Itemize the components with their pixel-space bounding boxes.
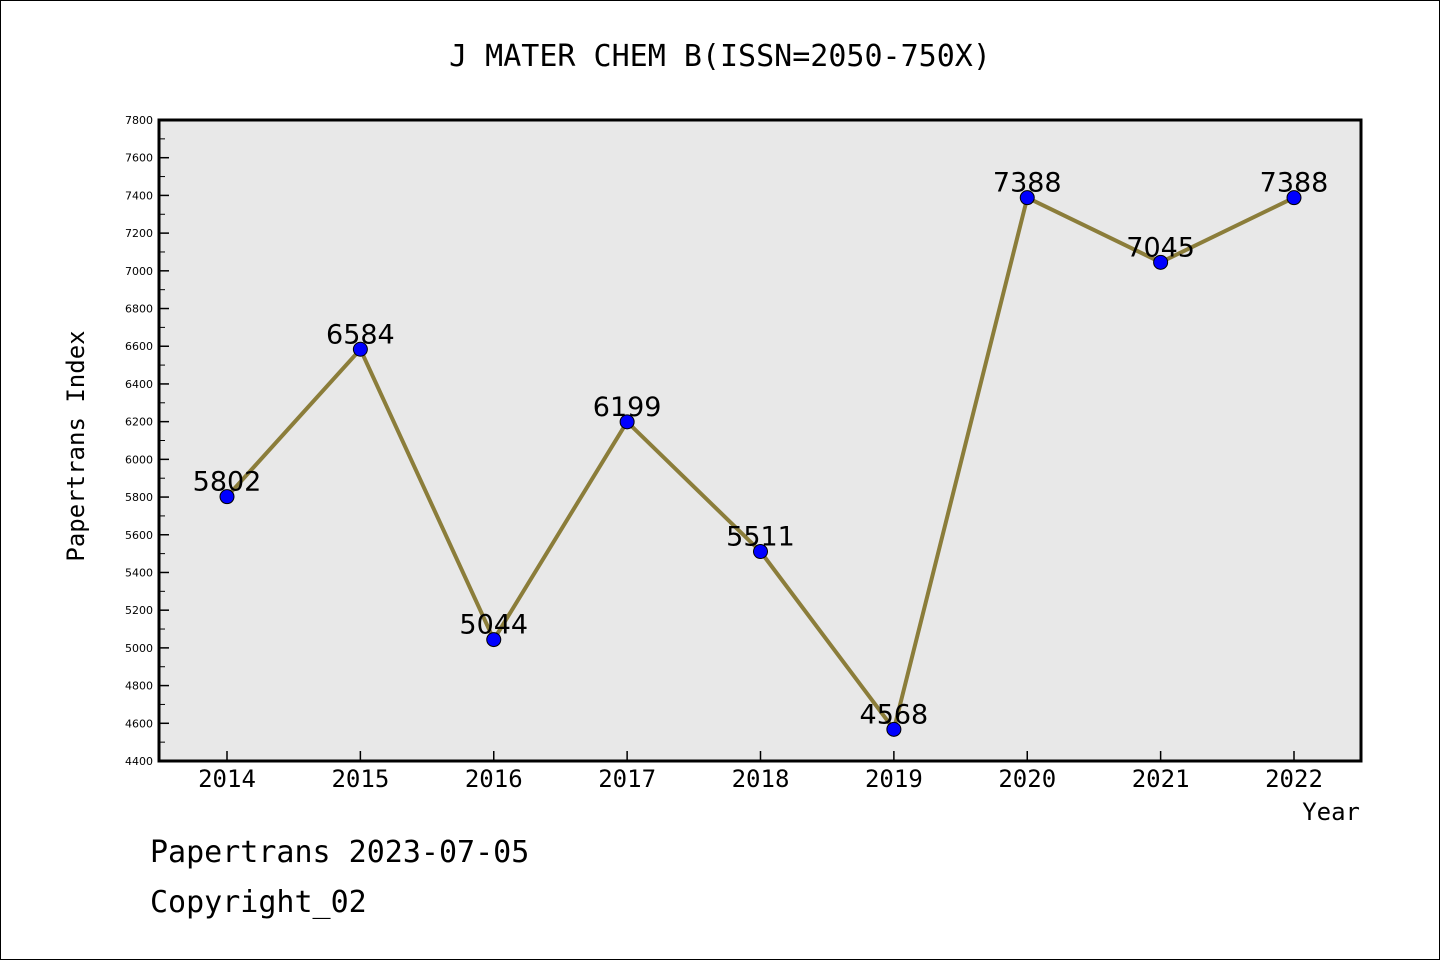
chart-title: J MATER CHEM B(ISSN=2050-750X) (449, 39, 991, 74)
data-point (619, 414, 635, 430)
y-axis-label: Papertrans Index (62, 330, 90, 561)
x-tick-label: 2014 (198, 765, 256, 793)
data-label: 7045 (1126, 232, 1195, 263)
data-label: 6584 (326, 319, 395, 350)
x-tick-label: 2018 (732, 765, 790, 793)
x-tick-label: 2017 (598, 765, 656, 793)
x-tick-label: 2021 (1132, 765, 1190, 793)
y-tick-label: 4600 (125, 717, 153, 730)
x-axis-label: Year (1302, 798, 1360, 826)
y-axis-ticks: 4400 4600 4800 5000 5200 5400 5600 5800 6000 6200… (125, 114, 169, 768)
y-tick-label: 5400 (125, 566, 153, 579)
plot-area (159, 120, 1361, 761)
data-point (886, 721, 902, 737)
y-tick-label: 6000 (125, 453, 153, 466)
data-point (486, 632, 502, 648)
data-label: 5511 (726, 522, 795, 553)
y-tick-label: 7000 (125, 265, 153, 278)
y-tick-label: 5200 (125, 604, 153, 617)
data-point (352, 341, 368, 357)
y-tick-label: 7800 (125, 114, 153, 127)
y-tick-label: 5000 (125, 642, 153, 655)
data-label: 5802 (193, 467, 262, 498)
footer-copyright-line: Copyright_02 (150, 885, 367, 920)
data-point (1153, 254, 1169, 270)
y-tick-label: 7200 (125, 227, 153, 240)
x-tick-label: 2022 (1265, 765, 1323, 793)
x-tick-label: 2016 (465, 765, 523, 793)
data-label: 6199 (593, 392, 662, 423)
x-tick-label: 2015 (331, 765, 389, 793)
y-tick-label: 6800 (125, 303, 153, 316)
data-point (1286, 190, 1302, 206)
data-point (1019, 190, 1035, 206)
data-label: 4568 (860, 699, 929, 730)
y-tick-label: 5800 (125, 491, 153, 504)
x-tick-label: 2020 (998, 765, 1056, 793)
series-layer (219, 190, 1302, 737)
y-tick-label: 7400 (125, 189, 153, 202)
data-labels-layer: 5802 6584 5044 6199 5511 4568 7388 7045 7388 (193, 168, 1329, 731)
x-axis-ticks: 2014 2015 2016 2017 2018 2019 2020 2021 2022 (198, 751, 1323, 793)
data-label: 5044 (459, 610, 528, 641)
plot-border (157, 118, 1363, 763)
y-tick-label: 6400 (125, 378, 153, 391)
data-point (219, 489, 235, 505)
data-label: 7388 (993, 168, 1062, 199)
data-label: 7388 (1260, 168, 1329, 199)
y-tick-label: 5600 (125, 529, 153, 542)
y-tick-label: 6200 (125, 416, 153, 429)
y-tick-label: 4400 (125, 755, 153, 768)
x-tick-label: 2019 (865, 765, 923, 793)
data-point (753, 544, 768, 560)
y-tick-label: 4800 (125, 680, 153, 693)
footer-date-line: Papertrans 2023-07-05 (150, 835, 530, 870)
y-tick-label: 7600 (125, 152, 153, 165)
y-tick-label: 6600 (125, 340, 153, 353)
